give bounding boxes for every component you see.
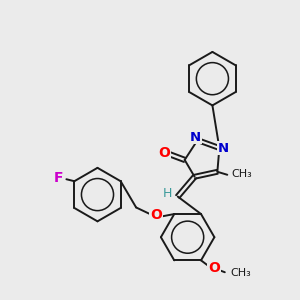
Text: N: N [190,130,201,144]
Text: O: O [208,261,220,275]
Text: CH₃: CH₃ [231,268,251,278]
Text: O: O [150,208,162,222]
Text: N: N [218,142,229,154]
Text: CH₃: CH₃ [231,169,252,179]
Text: O: O [158,146,170,160]
Text: H: H [163,187,172,200]
Text: F: F [54,171,63,185]
